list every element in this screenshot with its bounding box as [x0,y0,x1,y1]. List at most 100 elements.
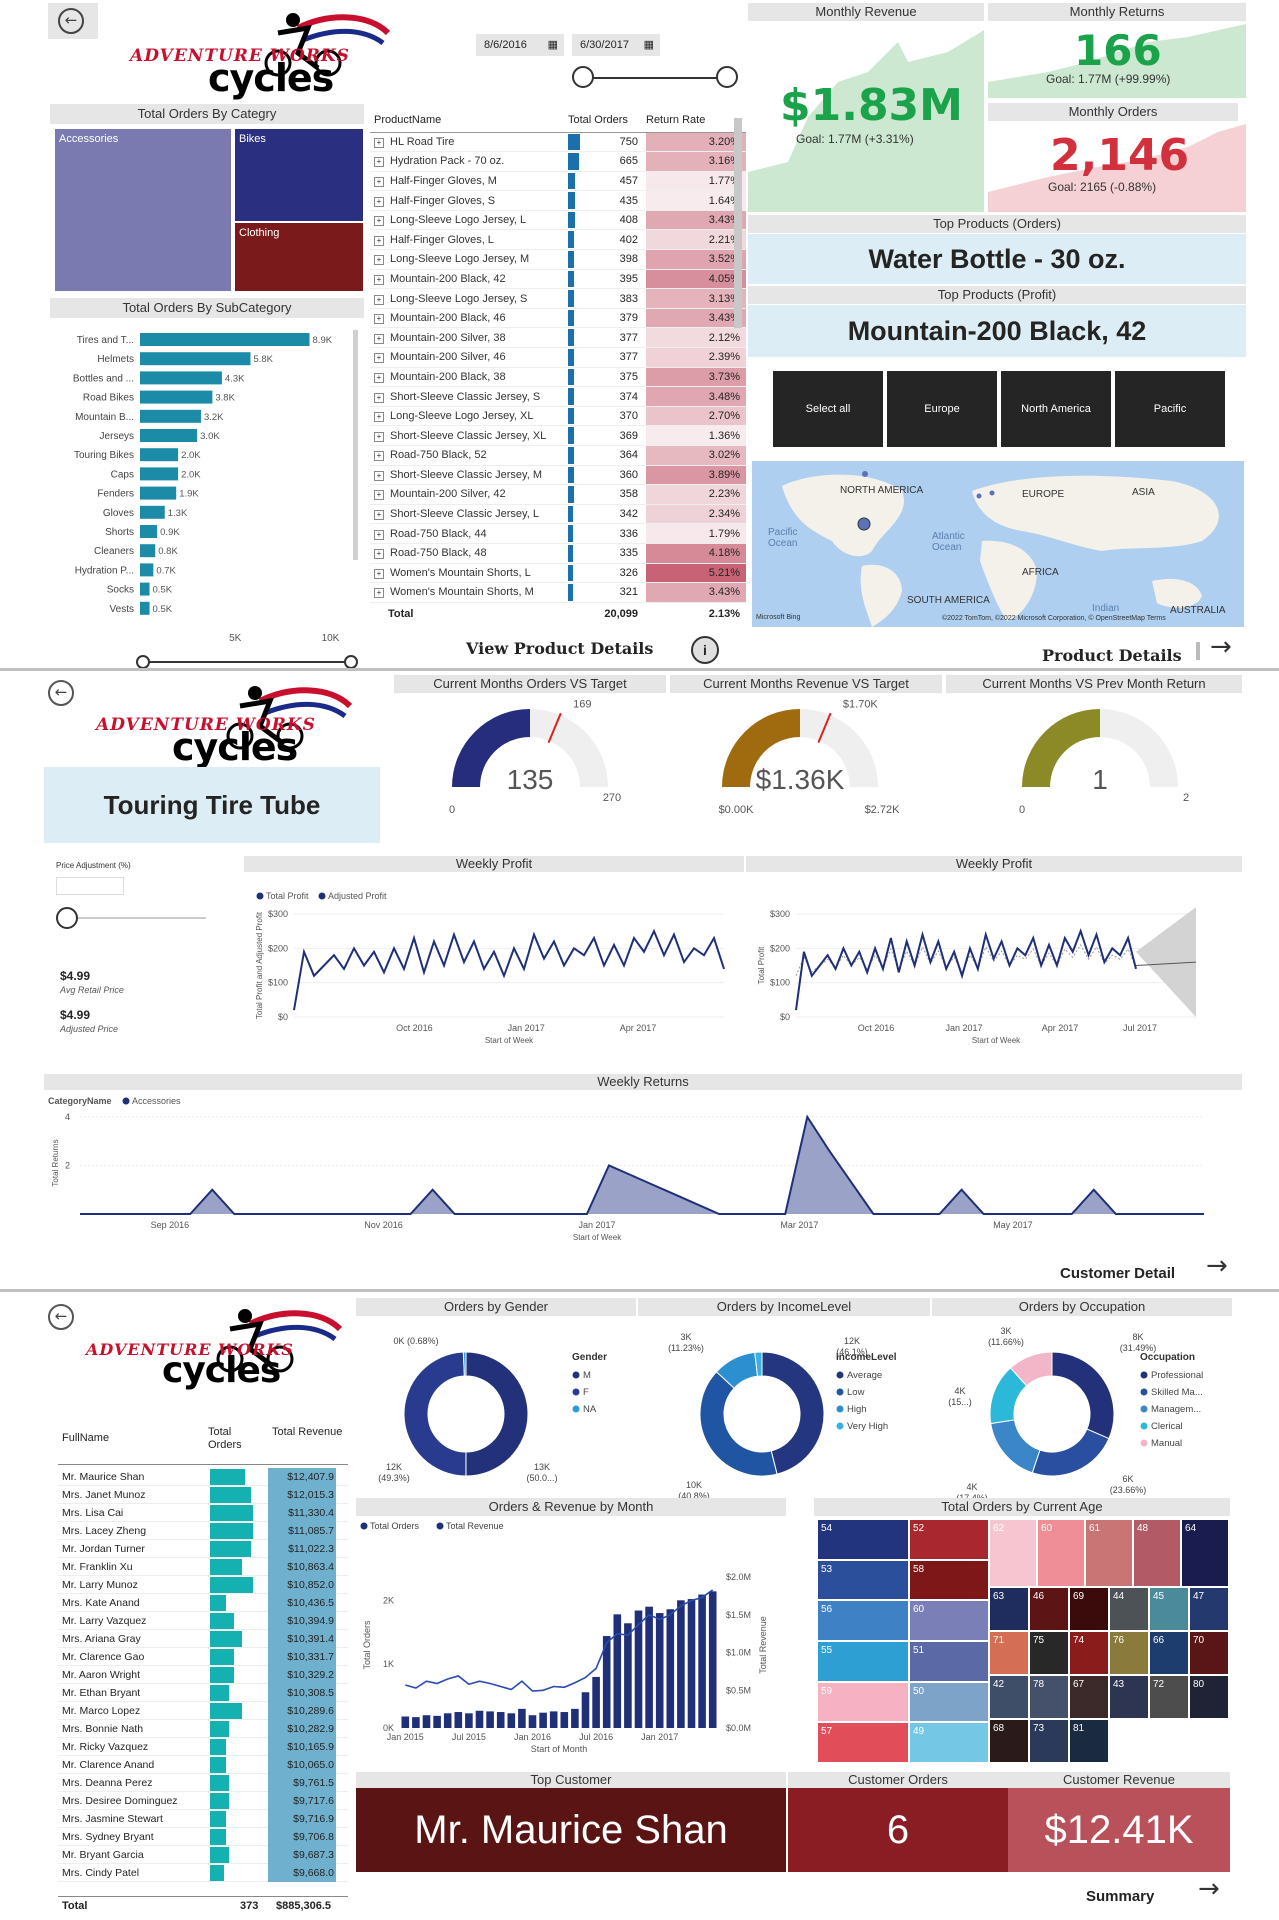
expand-icon[interactable]: + [374,176,384,187]
expand-icon[interactable]: + [374,196,384,207]
product-table-scrollbar[interactable] [734,118,742,328]
product-row[interactable]: + Women's Mountain Shorts, L 326 5.21% [370,563,746,583]
age-cell[interactable]: 71 [990,1632,1028,1674]
customer-row[interactable]: Mrs. Deanna Perez $9,761.5 [58,1774,348,1792]
age-cell[interactable]: 57 [818,1723,908,1762]
product-row[interactable]: + Road-750 Black, 52 364 3.02% [370,445,746,466]
expand-icon[interactable]: + [374,137,384,148]
customer-row[interactable]: Mr. Larry Vazquez $10,394.9 [58,1612,348,1630]
date-start-input[interactable]: 8/6/2016 ▦ [476,34,564,56]
col-header-orders[interactable]: Total Orders [568,113,628,126]
customer-row[interactable]: Mr. Ethan Bryant $10,308.5 [58,1684,348,1702]
expand-icon[interactable]: + [374,529,384,540]
product-row[interactable]: + Women's Mountain Shorts, M 321 3.43% [370,582,746,603]
expand-icon[interactable]: + [374,333,384,344]
expand-icon[interactable]: + [374,412,384,423]
customer-row[interactable]: Mrs. Lacey Zheng $11,085.7 [58,1522,348,1540]
product-row[interactable]: + Mountain-200 Black, 46 379 3.43% [370,308,746,328]
expand-icon[interactable]: + [374,314,384,325]
age-cell[interactable]: 47 [1190,1588,1228,1630]
age-cell[interactable]: 66 [1150,1632,1188,1674]
age-cell[interactable]: 60 [910,1601,988,1640]
view-product-details-button[interactable]: View Product Details [466,639,654,658]
age-cell[interactable]: 80 [1190,1676,1228,1718]
age-cell[interactable]: 51 [910,1642,988,1681]
expand-icon[interactable]: + [374,294,384,305]
product-row[interactable]: + Half-Finger Gloves, S 435 1.64% [370,190,746,211]
region-select-all-button[interactable]: Select all [773,371,883,447]
age-cell[interactable]: 52 [910,1520,988,1559]
expand-icon[interactable]: + [374,157,384,168]
age-cell[interactable]: 43 [1110,1676,1148,1718]
product-row[interactable]: + Mountain-200 Black, 42 395 4.05% [370,269,746,289]
product-row[interactable]: + Short-Sleeve Classic Jersey, L 342 2.34% [370,504,746,524]
product-row[interactable]: + Mountain-200 Silver, 38 377 2.12% [370,327,746,348]
product-row[interactable]: + Mountain-200 Black, 38 375 3.73% [370,367,746,387]
subcat-slider-handle-right[interactable] [344,655,358,669]
info-icon[interactable]: i [691,636,719,664]
age-cell[interactable]: 76 [1110,1632,1148,1674]
age-cell[interactable]: 44 [1110,1588,1148,1630]
product-row[interactable]: + Long-Sleeve Logo Jersey, XL 370 2.70% [370,406,746,426]
expand-icon[interactable]: + [374,255,384,266]
expand-icon[interactable]: + [374,235,384,246]
customer-row[interactable]: Mr. Larry Munoz $10,852.0 [58,1576,348,1594]
customer-row[interactable]: Mrs. Janet Munoz $12,015.3 [58,1486,348,1504]
age-cell[interactable]: 75 [1030,1632,1068,1674]
customer-row[interactable]: Mr. Maurice Shan $12,407.9 [58,1468,348,1486]
date-end-input[interactable]: 6/30/2017 ▦ [572,34,660,56]
treemap-bikes[interactable]: Bikes [234,128,364,222]
arrow-right-icon[interactable]: → [1206,1251,1228,1281]
age-cell[interactable]: 74 [1070,1632,1108,1674]
age-cell[interactable]: 59 [818,1682,908,1722]
price-adjustment-handle[interactable] [56,907,78,929]
expand-icon[interactable]: + [374,431,384,442]
age-cell[interactable]: 64 [1182,1520,1228,1586]
customer-row[interactable]: Mr. Clarence Anand $10,065.0 [58,1756,348,1774]
expand-icon[interactable]: + [374,588,384,599]
product-row[interactable]: + Long-Sleeve Logo Jersey, L 408 3.43% [370,210,746,230]
arrow-right-icon[interactable]: → [1210,632,1232,662]
expand-icon[interactable]: + [374,470,384,481]
product-row[interactable]: + Long-Sleeve Logo Jersey, M 398 3.52% [370,249,746,270]
region-pacific-button[interactable]: Pacific [1115,371,1225,447]
back-arrow-icon[interactable]: ← [48,1304,74,1330]
age-cell[interactable]: 50 [910,1682,988,1722]
customer-row[interactable]: Mr. Franklin Xu $10,863.4 [58,1558,348,1576]
age-cell[interactable]: 60 [1038,1520,1084,1586]
back-arrow-icon[interactable]: ← [48,680,74,706]
age-cell[interactable]: 55 [818,1642,908,1681]
summary-link[interactable]: Summary [1086,1888,1155,1905]
product-row[interactable]: + Short-Sleeve Classic Jersey, S 374 3.48% [370,386,746,407]
customer-row[interactable]: Mr. Aaron Wright $10,329.2 [58,1666,348,1684]
age-cell[interactable]: 48 [1134,1520,1180,1586]
product-row[interactable]: + Half-Finger Gloves, L 402 2.21% [370,229,746,250]
age-cell[interactable]: 68 [990,1720,1028,1762]
age-cell[interactable]: 42 [990,1676,1028,1718]
customer-row[interactable]: Mrs. Lisa Cai $11,330.4 [58,1504,348,1522]
age-cell[interactable]: 78 [1030,1676,1068,1718]
age-cell[interactable]: 56 [818,1601,908,1640]
subcat-slider-handle-left[interactable] [136,655,150,669]
customer-row[interactable]: Mrs. Kate Anand $10,436.5 [58,1594,348,1612]
age-cell[interactable]: 46 [1030,1588,1068,1630]
product-row[interactable]: + Short-Sleeve Classic Jersey, M 360 3.89% [370,465,746,485]
customer-detail-link[interactable]: Customer Detail [1060,1265,1176,1282]
age-cell[interactable]: 63 [990,1588,1028,1630]
age-cell[interactable]: 58 [910,1560,988,1600]
price-adjustment-input[interactable] [56,877,124,895]
treemap-clothing[interactable]: Clothing [234,222,364,292]
product-row[interactable]: + Short-Sleeve Classic Jersey, XL 369 1.36% [370,425,746,446]
product-row[interactable]: + Road-750 Black, 48 335 4.18% [370,543,746,564]
col-header-total-revenue[interactable]: Total Revenue [272,1426,343,1438]
customer-row[interactable]: Mrs. Desiree Dominguez $9,717.6 [58,1792,348,1810]
back-button[interactable]: ← [48,3,98,39]
col-header-product[interactable]: ProductName [374,113,442,126]
customer-row[interactable]: Mr. Jordan Turner $11,022.3 [58,1540,348,1558]
arrow-right-icon[interactable]: → [1198,1874,1220,1904]
customer-row[interactable]: Mr. Bryant Garcia $9,687.3 [58,1846,348,1864]
customer-row[interactable]: Mrs. Sydney Bryant $9,706.8 [58,1828,348,1846]
customer-row[interactable]: Mr. Marco Lopez $10,289.6 [58,1702,348,1720]
age-cell[interactable]: 45 [1150,1588,1188,1630]
age-cell[interactable]: 81 [1070,1720,1108,1762]
